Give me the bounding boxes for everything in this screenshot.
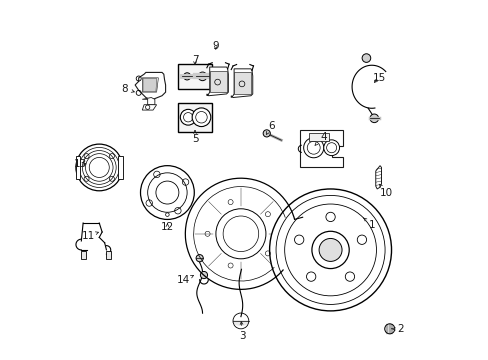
Polygon shape [142, 105, 156, 110]
Bar [209, 71, 226, 92]
Text: 9: 9 [212, 41, 219, 50]
Text: 12: 12 [161, 222, 174, 231]
Text: 7: 7 [191, 55, 198, 65]
Text: 1: 1 [363, 218, 374, 230]
Text: 2: 2 [391, 324, 403, 334]
Circle shape [325, 212, 335, 222]
Text: 3: 3 [239, 322, 245, 341]
Circle shape [345, 272, 354, 281]
Polygon shape [233, 321, 248, 325]
Bar [118, 156, 122, 179]
Polygon shape [135, 72, 165, 99]
Polygon shape [206, 67, 228, 96]
Polygon shape [300, 130, 343, 167]
Polygon shape [142, 78, 158, 92]
Circle shape [198, 72, 206, 81]
Bar [105, 251, 111, 259]
Bar [178, 103, 212, 132]
Circle shape [183, 73, 190, 80]
Text: 13: 13 [74, 159, 87, 169]
Circle shape [192, 108, 210, 127]
Circle shape [140, 166, 194, 220]
Circle shape [306, 272, 315, 281]
Circle shape [76, 144, 122, 191]
Polygon shape [142, 98, 155, 105]
Circle shape [362, 54, 370, 62]
Circle shape [323, 140, 339, 156]
Text: 6: 6 [266, 121, 274, 135]
Text: 11: 11 [81, 231, 98, 240]
Bar [234, 72, 250, 94]
Circle shape [384, 324, 394, 334]
Circle shape [319, 238, 341, 261]
Bar [81, 251, 86, 259]
Circle shape [369, 114, 378, 123]
Text: 5: 5 [191, 131, 198, 144]
Bar [178, 64, 212, 89]
Bar [76, 156, 80, 179]
Circle shape [303, 138, 323, 158]
Circle shape [200, 271, 207, 279]
Circle shape [263, 130, 270, 137]
Circle shape [269, 189, 391, 311]
Polygon shape [142, 78, 156, 91]
Bar [308, 133, 328, 140]
Circle shape [357, 235, 366, 244]
Polygon shape [231, 69, 252, 98]
Text: 15: 15 [371, 73, 385, 83]
Circle shape [294, 235, 303, 244]
Text: 8: 8 [121, 84, 134, 94]
Circle shape [180, 109, 196, 125]
Text: 4: 4 [314, 132, 326, 145]
Text: 10: 10 [379, 184, 392, 198]
Text: 14: 14 [177, 275, 193, 285]
Circle shape [196, 255, 203, 262]
Polygon shape [375, 166, 381, 189]
